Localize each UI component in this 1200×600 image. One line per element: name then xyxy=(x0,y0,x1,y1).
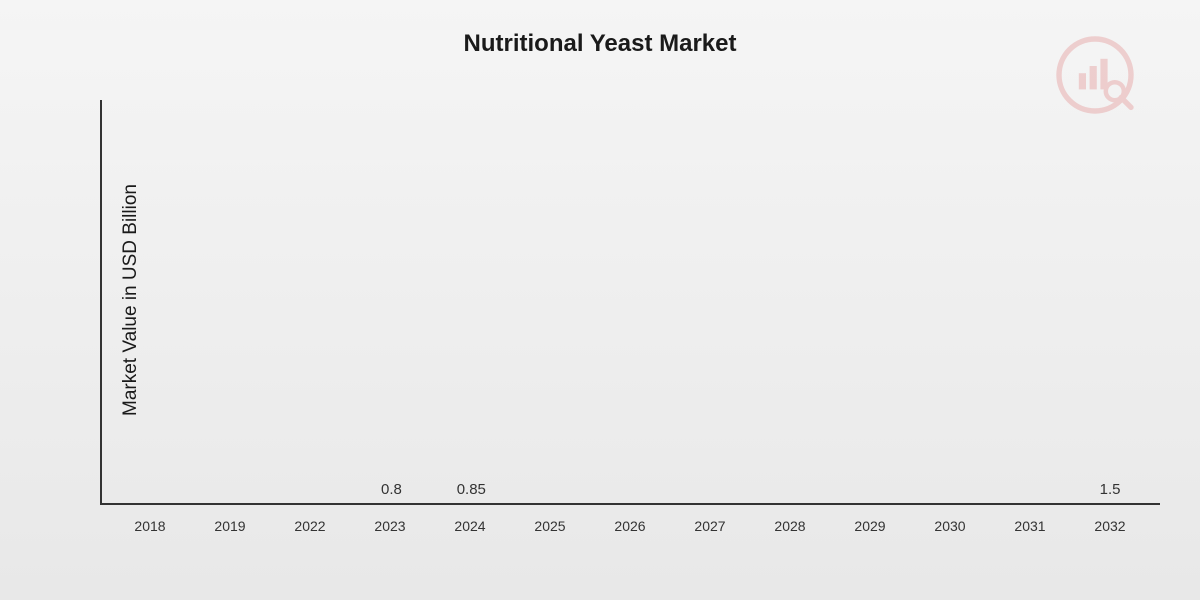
x-tick-label: 2028 xyxy=(751,510,829,540)
x-tick-label: 2032 xyxy=(1071,510,1149,540)
x-tick-label: 2025 xyxy=(511,510,589,540)
x-tick-label: 2026 xyxy=(591,510,669,540)
x-tick-label: 2030 xyxy=(911,510,989,540)
x-tick-label: 2023 xyxy=(351,510,429,540)
x-tick-label: 2022 xyxy=(271,510,349,540)
bar-value-label: 0.85 xyxy=(457,481,486,498)
x-tick-label: 2029 xyxy=(831,510,909,540)
x-axis-labels: 2018201920222023202420252026202720282029… xyxy=(100,510,1160,540)
bar-value-label: 0.8 xyxy=(381,481,402,498)
chart-title: Nutritional Yeast Market xyxy=(0,0,1200,78)
x-tick-label: 2018 xyxy=(111,510,189,540)
x-tick-label: 2031 xyxy=(991,510,1069,540)
x-tick-label: 2024 xyxy=(431,510,509,540)
x-tick-label: 2019 xyxy=(191,510,269,540)
chart-container: 0.80.851.5 20182019202220232024202520262… xyxy=(85,100,1160,540)
bar-value-label: 1.5 xyxy=(1100,481,1121,498)
plot-area: 0.8 0.85 1.5 xyxy=(100,100,1160,505)
x-tick-label: 2027 xyxy=(671,510,749,540)
bars-group: 0.8 0.85 1.5 xyxy=(102,100,1160,503)
